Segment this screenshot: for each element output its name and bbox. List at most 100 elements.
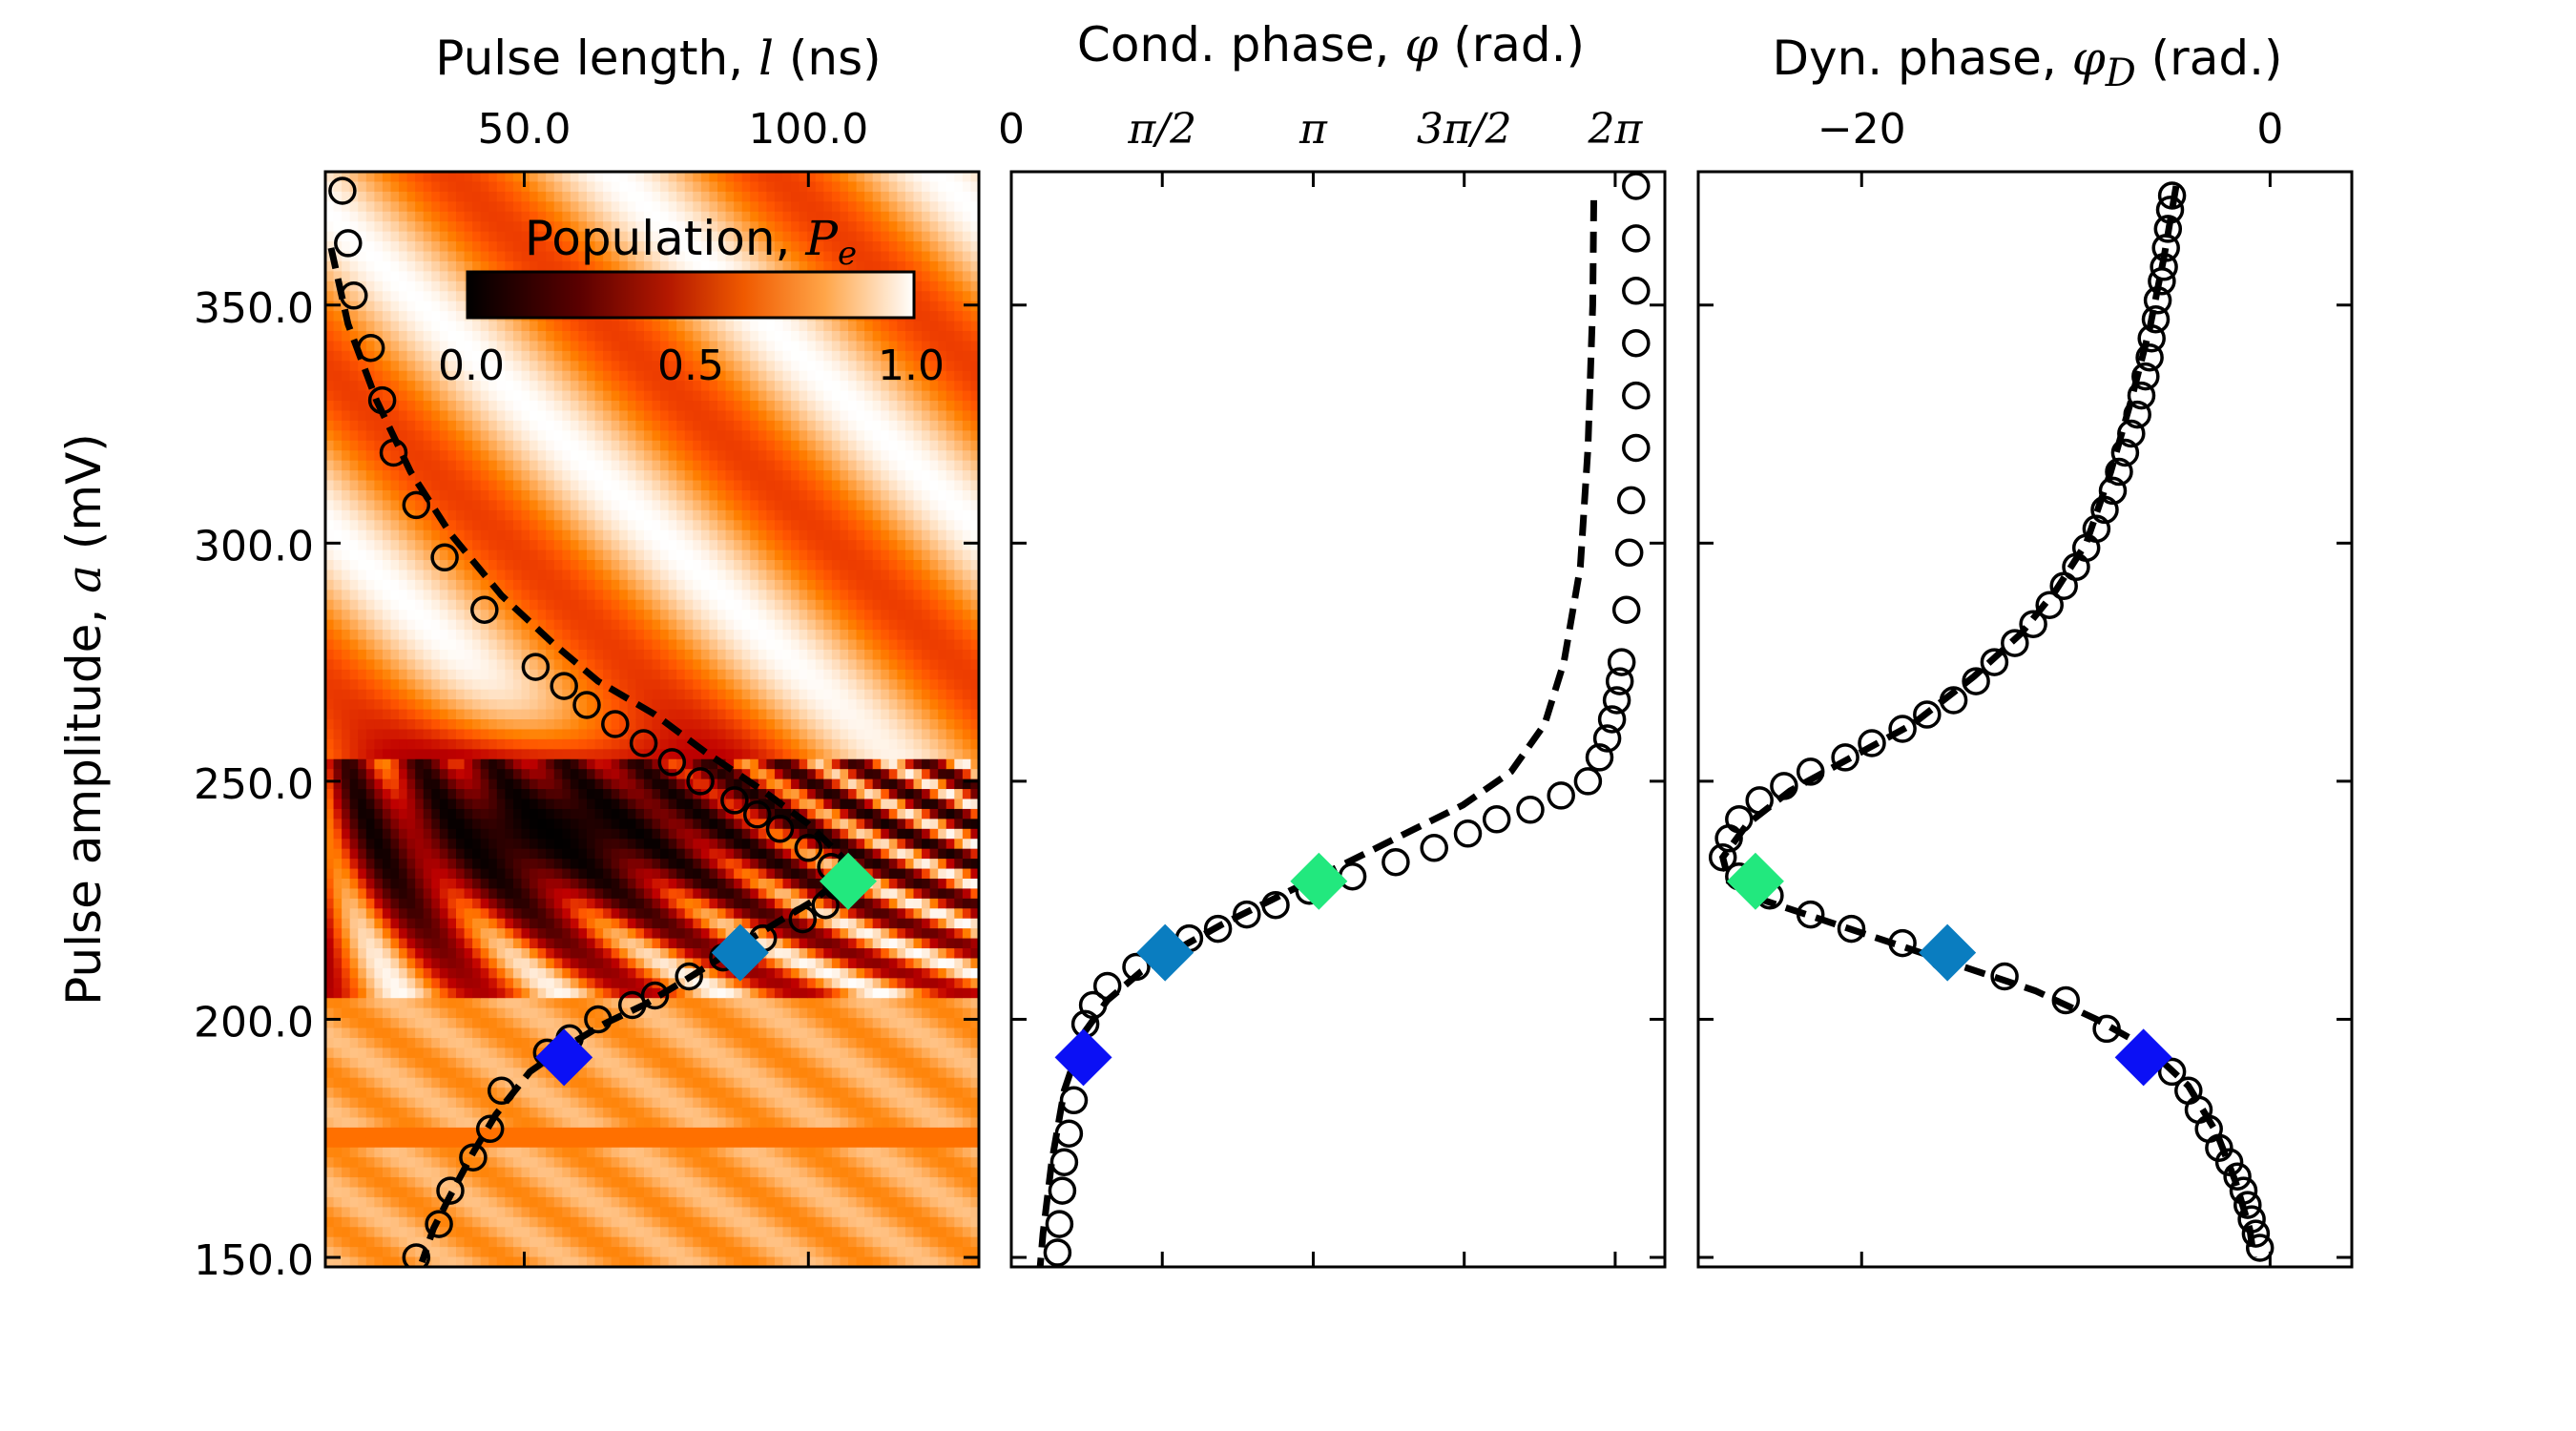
data-point — [2245, 1234, 2275, 1262]
data-point — [2117, 419, 2146, 448]
data-point — [1796, 757, 1825, 786]
fit-line — [1036, 199, 1597, 1267]
data-point — [2143, 286, 2172, 315]
highlight-marker-teal — [1919, 923, 1977, 982]
data-point — [1597, 705, 1627, 734]
data-point — [425, 1210, 453, 1238]
data-point — [572, 691, 601, 719]
data-point — [1622, 433, 1651, 463]
data-point — [1059, 1086, 1089, 1115]
data-point — [1622, 224, 1651, 253]
x-tick-label: π/2 — [1127, 105, 1196, 154]
data-point — [459, 1143, 488, 1172]
data-point — [470, 595, 499, 624]
colorbar-tick-label: 0.0 — [438, 342, 505, 390]
data-point — [794, 834, 823, 862]
x-axis-label: Pulse length, l (ns) — [435, 31, 881, 86]
data-point — [657, 748, 687, 777]
data-point — [487, 1076, 516, 1106]
data-point — [1078, 990, 1108, 1020]
data-point — [1592, 724, 1622, 753]
x-tick-label: 0 — [2256, 105, 2283, 154]
data-point — [1888, 715, 1917, 743]
data-point — [675, 962, 703, 991]
x-tick-label: 0 — [998, 105, 1025, 154]
data-point — [1939, 686, 1968, 715]
highlight-marker-teal — [711, 923, 769, 982]
data-point — [1122, 952, 1151, 982]
y-tick-label: 300.0 — [194, 522, 314, 570]
data-point — [1962, 667, 1990, 695]
data-point — [629, 729, 658, 757]
data-point — [1605, 667, 1634, 695]
data-point — [2237, 1205, 2266, 1234]
y-tick-label: 250.0 — [194, 760, 314, 809]
data-point — [1482, 805, 1511, 834]
data-point — [1614, 538, 1644, 568]
data-point — [328, 176, 357, 205]
data-point — [2105, 457, 2133, 487]
highlight-marker-blue — [1054, 1028, 1112, 1087]
data-point — [742, 800, 772, 829]
y-axis-label: Pulse amplitude, a (mV) — [56, 433, 112, 1006]
y-tick-label: 200.0 — [194, 998, 314, 1047]
data-point — [1714, 824, 1743, 853]
data-point — [340, 281, 368, 310]
x-tick-label: π — [1298, 105, 1328, 154]
data-point — [2123, 400, 2151, 429]
data-point — [1616, 486, 1646, 515]
data-point — [1261, 890, 1290, 920]
data-point — [1990, 962, 2019, 991]
data-point — [2137, 323, 2166, 353]
data-point — [686, 767, 715, 796]
data-point — [2148, 267, 2176, 296]
data-point — [1338, 861, 1367, 891]
data-point — [521, 653, 551, 681]
data-point — [2090, 495, 2119, 525]
x-tick-label: 3π/2 — [1417, 105, 1512, 154]
data-point — [1708, 842, 1737, 872]
data-point — [1796, 900, 1825, 929]
x-axis-label: Dyn. phase, φD (rad.) — [1772, 31, 2282, 95]
highlight-marker-green — [1726, 852, 1784, 910]
data-point — [1607, 648, 1636, 676]
data-point — [2155, 196, 2185, 224]
data-point — [1837, 914, 1866, 944]
data-point — [1622, 277, 1651, 305]
axes-frame — [1009, 170, 1667, 1269]
data-point — [1770, 772, 1798, 800]
data-point — [1622, 328, 1651, 358]
highlight-marker-blue — [2114, 1028, 2172, 1087]
data-point — [1888, 928, 1917, 958]
data-point — [1622, 381, 1651, 410]
data-point — [2184, 1095, 2213, 1125]
data-point — [1048, 1176, 1077, 1205]
data-point — [2098, 476, 2128, 506]
data-point — [2157, 181, 2187, 210]
colorbar-tick-label: 0.5 — [657, 342, 724, 390]
data-point — [584, 1005, 613, 1034]
data-point — [1585, 743, 1614, 772]
data-point — [2001, 629, 2029, 657]
data-point — [1203, 914, 1233, 944]
data-point — [2035, 591, 2064, 619]
data-point — [1611, 595, 1641, 624]
data-point — [2205, 1133, 2233, 1162]
panel-dyn-phase: −20 0 Dyn. phase, φD (rad.) — [1696, 31, 2354, 1269]
data-point — [1547, 781, 1575, 810]
data-point — [2127, 381, 2156, 410]
data-point — [1381, 847, 1410, 877]
data-point — [356, 333, 385, 363]
data-point — [2157, 1057, 2187, 1087]
data-point — [1573, 767, 1603, 796]
data-point — [2229, 1176, 2258, 1205]
data-point — [402, 1243, 431, 1267]
data-point — [2223, 1162, 2252, 1191]
data-point — [2151, 234, 2180, 262]
highlight-marker-blue — [535, 1028, 593, 1087]
data-point — [1725, 805, 1754, 834]
y-tick-label: 150.0 — [194, 1236, 314, 1285]
highlight-marker-green — [820, 852, 877, 910]
data-point — [367, 385, 397, 415]
